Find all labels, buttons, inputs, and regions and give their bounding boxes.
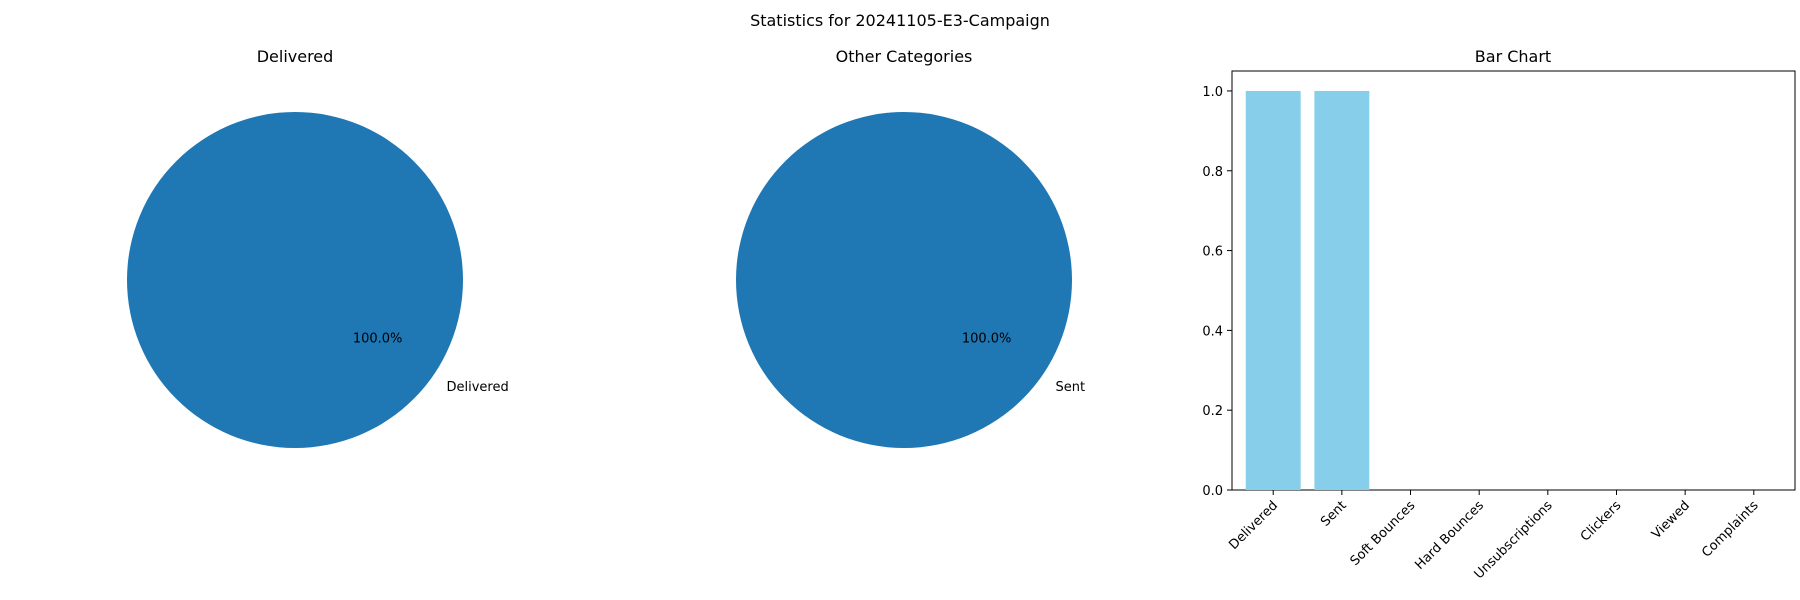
x-tick-label: Sent (1318, 498, 1350, 530)
x-tick-label: Hard Bounces (1412, 498, 1487, 573)
x-tick-label: Complaints (1699, 498, 1762, 561)
pie-pct-label: 100.0% (353, 332, 403, 347)
pie-slice (127, 112, 463, 448)
y-tick-label: 0.0 (1202, 484, 1223, 499)
pie-slice (736, 112, 1072, 448)
y-tick-label: 0.8 (1202, 165, 1223, 180)
y-tick-label: 0.4 (1202, 324, 1223, 339)
pie-other-slices: 100.0% Sent (736, 112, 1085, 448)
bar-chart-frame (1231, 70, 1796, 491)
x-tick-label: Clickers (1578, 498, 1625, 545)
bar-chart-title: Bar Chart (1475, 47, 1551, 66)
pie-delivered-title: Delivered (257, 47, 334, 66)
bar (1314, 90, 1370, 490)
x-tick-label: Soft Bounces (1348, 498, 1419, 569)
x-tick-label: Delivered (1226, 498, 1281, 553)
bar (1245, 90, 1301, 490)
y-tick-label: 0.6 (1202, 245, 1223, 260)
pie-delivered-slices: 100.0% Delivered (127, 112, 509, 448)
pie-chart-other-categories: Other Categories 100.0% Sent (736, 47, 1085, 448)
pie-slice-label: Sent (1055, 380, 1085, 395)
y-tick-label: 0.2 (1202, 404, 1223, 419)
pie-slice-label: Delivered (446, 380, 508, 395)
pie-pct-label: 100.0% (962, 332, 1012, 347)
y-tick-label: 1.0 (1202, 85, 1223, 100)
x-tick-label: Viewed (1649, 498, 1693, 542)
pie-other-title: Other Categories (836, 47, 973, 66)
figure-suptitle: Statistics for 20241105-E3-Campaign (750, 11, 1050, 30)
pie-chart-delivered: Delivered 100.0% Delivered (127, 47, 509, 448)
bar-chart: Bar Chart 0.0 0.2 0.4 0.6 0.8 1.0 Delivered Sen… (1202, 47, 1796, 582)
